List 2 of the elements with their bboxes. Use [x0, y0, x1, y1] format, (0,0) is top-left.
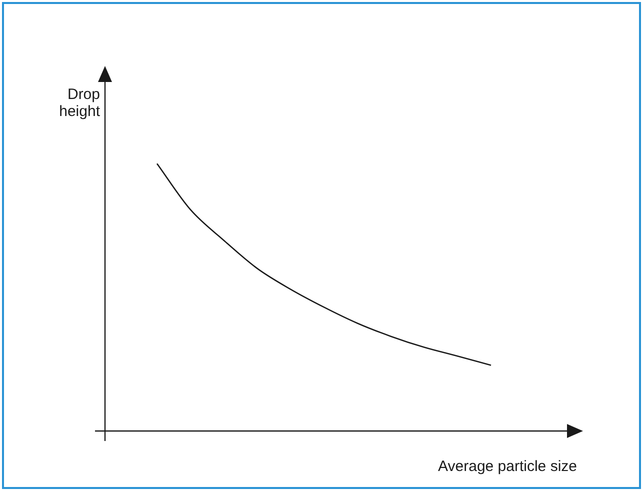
y-axis-title: Drop height	[59, 86, 101, 120]
x-axis-title: Average particle size	[438, 458, 577, 475]
